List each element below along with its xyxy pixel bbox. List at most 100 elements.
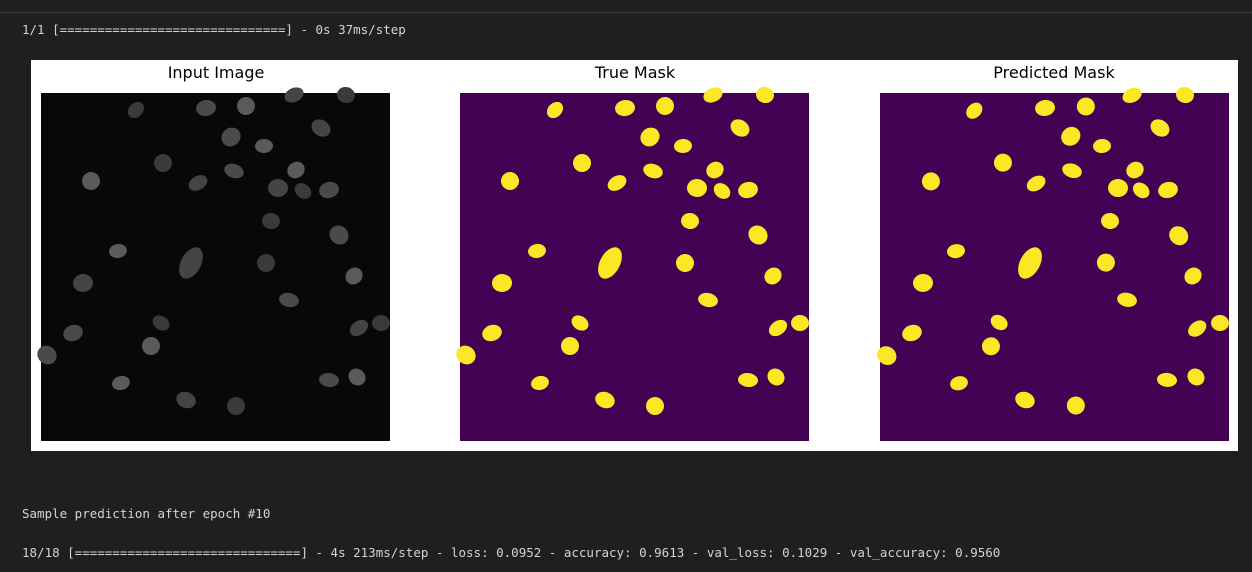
nucleus bbox=[1117, 292, 1137, 307]
nucleus bbox=[1158, 181, 1178, 199]
nucleus bbox=[1150, 119, 1170, 137]
nucleus bbox=[768, 319, 788, 337]
nucleus bbox=[676, 254, 694, 272]
nucleus bbox=[294, 183, 312, 199]
nucleus bbox=[188, 175, 208, 191]
nucleus bbox=[681, 212, 699, 230]
nucleus bbox=[319, 372, 339, 388]
nucleus bbox=[571, 315, 589, 331]
nucleus bbox=[748, 225, 768, 245]
nucleus bbox=[913, 273, 933, 292]
nucleus bbox=[738, 181, 758, 199]
nucleus bbox=[1096, 253, 1115, 272]
panel-title: Predicted Mask bbox=[993, 63, 1115, 82]
nucleus bbox=[706, 161, 724, 179]
nucleus bbox=[1184, 267, 1202, 285]
nucleus bbox=[196, 99, 216, 117]
nucleus bbox=[456, 345, 476, 365]
nucleus bbox=[154, 154, 172, 172]
message: Sample prediction after epoch #10 bbox=[22, 506, 271, 521]
nucleus bbox=[1066, 396, 1085, 415]
nucleus bbox=[82, 172, 100, 190]
nucleus bbox=[345, 267, 363, 285]
nucleus bbox=[1132, 182, 1150, 199]
nucleus bbox=[73, 273, 93, 293]
nucleus bbox=[730, 119, 750, 137]
nucleus bbox=[262, 212, 280, 230]
nucleus bbox=[1176, 86, 1194, 104]
nucleus bbox=[109, 243, 127, 259]
predicted-mask bbox=[877, 86, 1229, 441]
nucleus bbox=[966, 102, 983, 119]
nucleus bbox=[791, 314, 809, 332]
nucleus bbox=[947, 244, 965, 259]
nucleus bbox=[546, 101, 564, 119]
nucleus bbox=[1018, 247, 1042, 279]
nucleus bbox=[348, 368, 366, 386]
nucleus bbox=[501, 172, 519, 190]
nucleus bbox=[561, 337, 579, 355]
nucleus bbox=[607, 175, 627, 191]
nucleus bbox=[221, 127, 241, 147]
nucleus bbox=[287, 161, 305, 179]
nucleus bbox=[176, 391, 196, 409]
nucleus bbox=[279, 292, 299, 308]
nucleus bbox=[674, 138, 692, 154]
nucleus bbox=[1093, 139, 1111, 154]
nucleus bbox=[284, 87, 304, 103]
nucleus bbox=[981, 337, 1000, 356]
panel-title: True Mask bbox=[594, 63, 676, 82]
cell-separator bbox=[0, 12, 1252, 13]
nucleus bbox=[1101, 212, 1119, 230]
nucleus bbox=[595, 391, 615, 409]
nucleus bbox=[738, 372, 758, 388]
nucleus bbox=[482, 324, 502, 342]
nucleus bbox=[767, 368, 785, 386]
nucleus bbox=[152, 315, 170, 331]
nucleus bbox=[224, 163, 244, 179]
nucleus bbox=[528, 243, 546, 259]
nucleus bbox=[237, 97, 255, 115]
nucleus bbox=[687, 178, 707, 198]
training-line: 18/18 [==============================] -… bbox=[22, 545, 1001, 560]
nucleus bbox=[372, 314, 390, 332]
nucleus bbox=[1015, 391, 1035, 409]
nucleus bbox=[1122, 87, 1142, 103]
nucleus bbox=[990, 314, 1008, 331]
nucleus bbox=[598, 247, 622, 279]
nucleus bbox=[492, 273, 512, 293]
nucleus bbox=[1108, 179, 1128, 198]
nucleus bbox=[531, 375, 549, 391]
nucleus bbox=[268, 178, 288, 198]
nucleus bbox=[646, 397, 664, 415]
nucleus bbox=[877, 346, 897, 366]
nucleus bbox=[950, 376, 968, 391]
nucleus bbox=[337, 86, 355, 104]
nucleus bbox=[573, 154, 591, 172]
nucleus bbox=[713, 183, 731, 199]
nucleus bbox=[257, 254, 275, 272]
nucleus bbox=[1211, 314, 1229, 332]
nucleus bbox=[703, 87, 723, 103]
nucleus bbox=[1126, 161, 1144, 179]
nucleus bbox=[1062, 163, 1082, 179]
nucleus bbox=[63, 324, 83, 342]
nucleus bbox=[656, 97, 674, 115]
nucleus bbox=[319, 181, 339, 199]
nucleus bbox=[311, 119, 331, 137]
nucleus bbox=[1035, 99, 1055, 117]
nucleus bbox=[142, 337, 160, 355]
nucleus bbox=[921, 172, 940, 191]
nucleus bbox=[902, 324, 922, 342]
nucleus bbox=[698, 292, 718, 308]
figure: Input Image True Mask Predicted Mask bbox=[31, 60, 1238, 451]
nucleus bbox=[1187, 368, 1205, 386]
nucleus bbox=[764, 267, 782, 285]
panel-title: Input Image bbox=[168, 63, 265, 82]
progress-line: 1/1 [==============================] - 0… bbox=[22, 22, 406, 37]
nucleus bbox=[1026, 175, 1046, 192]
nucleus bbox=[643, 163, 663, 179]
nucleus bbox=[1169, 226, 1189, 246]
nucleus bbox=[1188, 320, 1207, 337]
